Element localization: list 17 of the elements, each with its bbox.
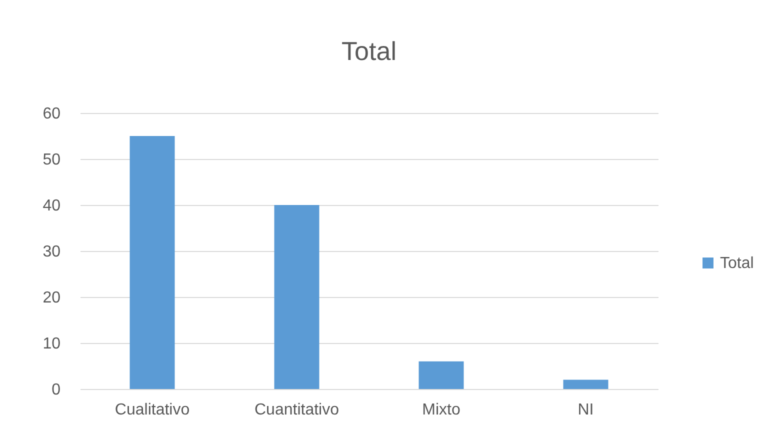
- legend-label: Total: [720, 255, 754, 272]
- bar: [563, 380, 608, 389]
- x-tick-label: Cuantitativo: [254, 402, 340, 418]
- x-tick-label: Mixto: [422, 402, 460, 418]
- y-tick-label: 30: [42, 244, 61, 260]
- bar: [418, 361, 464, 389]
- x-tick-label: Cualitativo: [114, 402, 190, 418]
- bar: [274, 205, 320, 389]
- y-tick-label: 20: [42, 290, 61, 306]
- y-tick-label: 10: [42, 336, 61, 352]
- y-tick-label: 50: [42, 152, 61, 168]
- y-tick-label: 0: [52, 382, 61, 398]
- y-tick-label: 60: [42, 106, 61, 122]
- bar: [130, 136, 175, 389]
- chart-title: Total: [342, 36, 396, 66]
- x-tick-label: NI: [578, 402, 594, 418]
- y-tick-label: 40: [42, 198, 61, 214]
